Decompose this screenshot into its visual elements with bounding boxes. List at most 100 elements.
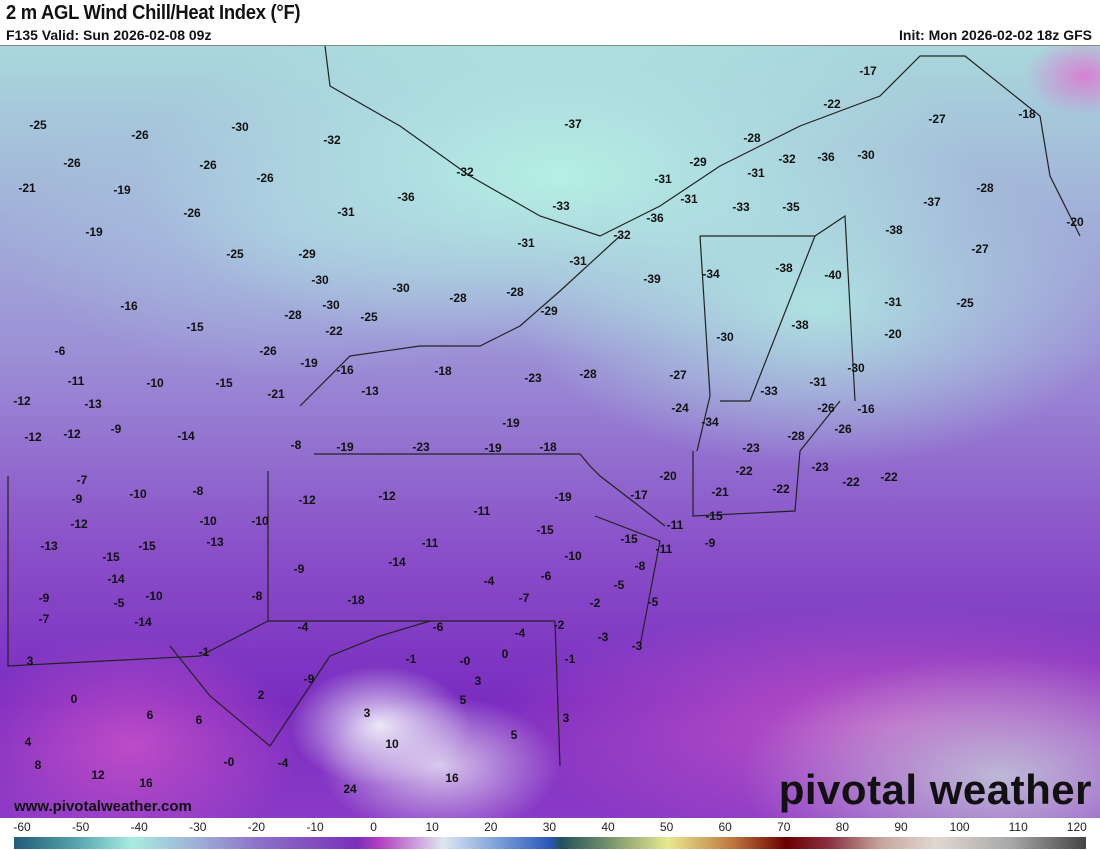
value-label: -24	[671, 401, 689, 415]
value-label: 3	[26, 654, 34, 668]
value-label: -19	[336, 440, 354, 454]
value-label: -15	[620, 532, 638, 546]
value-label: -40	[824, 268, 842, 282]
value-label: -19	[554, 490, 572, 504]
value-label: -38	[775, 261, 793, 275]
value-label: -31	[517, 236, 535, 250]
value-label: -26	[199, 158, 217, 172]
value-label: -28	[976, 181, 994, 195]
value-label: -4	[297, 620, 309, 634]
value-label: -15	[536, 523, 554, 537]
value-label: -15	[705, 509, 723, 523]
value-label: -12	[24, 430, 42, 444]
value-label: -14	[388, 555, 406, 569]
value-label: -8	[251, 589, 263, 603]
wind-chill-map[interactable]: -17 -22 -27 -18 -25 -26 -30 -32 -37 -28 -32 -36 -30-…	[0, 45, 1100, 819]
value-label: -6	[432, 620, 444, 634]
value-label: -26	[834, 422, 852, 436]
value-label: -7	[518, 591, 530, 605]
value-label: -25	[29, 118, 47, 132]
ma-ct-border	[692, 400, 841, 517]
value-label: -9	[38, 591, 50, 605]
value-label: -21	[18, 181, 36, 195]
value-label: -23	[524, 371, 542, 385]
value-label: -30	[716, 330, 734, 344]
value-label: -8	[290, 438, 302, 452]
value-label: 2	[257, 688, 265, 702]
value-label: -18	[347, 593, 365, 607]
value-label: -33	[760, 384, 778, 398]
value-label: -38	[885, 223, 903, 237]
value-label: 10	[385, 737, 399, 751]
value-label: -30	[857, 148, 875, 162]
value-label: -13	[361, 384, 379, 398]
value-label: -19	[484, 441, 502, 455]
value-label: -27	[669, 368, 687, 382]
value-label: 5	[510, 728, 518, 742]
value-label: -25	[956, 296, 974, 310]
value-label: -12	[63, 427, 81, 441]
value-label: -2	[589, 596, 601, 610]
colorbar-tick: 20	[484, 820, 498, 834]
value-label: -14	[107, 572, 125, 586]
value-label: -30	[231, 120, 249, 134]
value-label: -15	[102, 550, 120, 564]
website-link[interactable]: www.pivotalweather.com	[14, 798, 192, 815]
colorbar-tick: 110	[1008, 820, 1028, 834]
value-label: -22	[842, 475, 860, 489]
value-label: -8	[634, 559, 646, 573]
value-label: -9	[110, 422, 122, 436]
value-label: -10	[251, 514, 269, 528]
value-label: -21	[711, 485, 729, 499]
value-label: -10	[146, 376, 164, 390]
colorbar-tick: -30	[189, 820, 207, 834]
value-label: 24	[343, 782, 357, 796]
map-title: 2 m AGL Wind Chill/Heat Index (°F)	[6, 2, 301, 24]
value-label: -17	[859, 64, 877, 78]
value-label: -20	[884, 327, 902, 341]
value-label: -23	[412, 440, 430, 454]
value-label: -18	[539, 440, 557, 454]
value-label: -30	[311, 273, 329, 287]
value-label: -10	[129, 487, 147, 501]
value-label: 6	[195, 713, 203, 727]
value-label: -11	[666, 518, 684, 532]
ohio-border	[7, 476, 269, 667]
value-label: -4	[514, 626, 526, 640]
value-label: -31	[654, 172, 672, 186]
value-label: -21	[267, 387, 285, 401]
colorbar-tick: 70	[777, 820, 791, 834]
colorbar-tick: 30	[542, 820, 557, 834]
value-label: -31	[809, 375, 827, 389]
value-label: -0	[223, 755, 235, 769]
value-label: -11	[473, 504, 491, 518]
value-label: -36	[646, 211, 664, 225]
value-label: -9	[303, 672, 315, 686]
value-label: -26	[817, 401, 835, 415]
colorbar-tick: 40	[601, 820, 615, 834]
value-label: 3	[474, 674, 482, 688]
pivotal-weather-logo: pivotal weather	[778, 766, 1092, 813]
value-label: -6	[54, 344, 66, 358]
canada-us-border	[324, 46, 1081, 237]
value-label: -27	[971, 242, 989, 256]
value-label: -5	[647, 595, 659, 609]
lake-ontario-shore	[299, 235, 621, 407]
value-label: -7	[38, 612, 50, 626]
colorbar-tick: 60	[718, 820, 732, 834]
value-label: -13	[40, 539, 58, 553]
colorbar-tick: 0	[370, 820, 377, 834]
ny-pa-border	[314, 453, 666, 527]
value-label: -19	[113, 183, 131, 197]
value-label: 16	[445, 771, 459, 785]
value-label: -31	[884, 295, 902, 309]
colorbar: -60 -50 -40 -30 -20 -10 0 10 20 30 40 50 60 70 80 90 100…	[0, 818, 1100, 850]
value-label: -10	[199, 514, 217, 528]
value-label: -28	[743, 131, 761, 145]
value-label: -32	[323, 133, 341, 147]
value-label: -33	[552, 199, 570, 213]
value-label: -9	[71, 492, 83, 506]
value-label: -34	[702, 267, 720, 281]
colorbar-tick: 50	[659, 820, 674, 834]
value-label: -20	[659, 469, 677, 483]
